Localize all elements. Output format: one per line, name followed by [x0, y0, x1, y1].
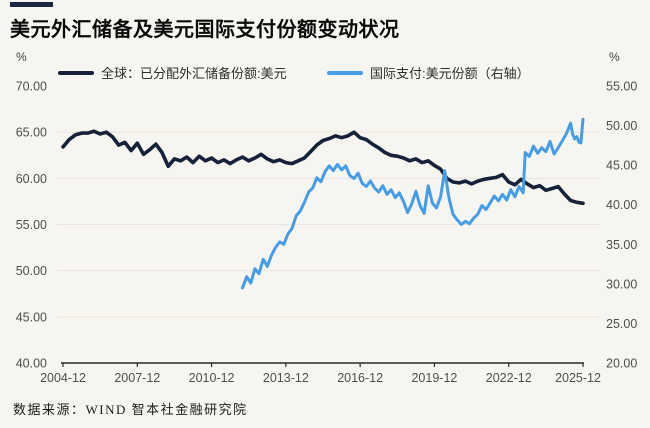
- payments-line: [241, 117, 585, 290]
- legend-item-payments: 国际支付:美元份额（右轴）: [327, 65, 530, 81]
- left-axis-tick-label: 55.00: [16, 218, 47, 232]
- left-axis-tick-label: 60.00: [16, 172, 47, 186]
- x-axis-tick-label: 2022-12: [486, 371, 532, 385]
- left-axis-unit-label: %: [16, 50, 27, 64]
- payments-line-swatch-icon: [327, 70, 363, 75]
- x-axis-tick-label: 2013-12: [263, 371, 309, 385]
- chart-title: 美元外汇储备及美元国际支付份额变动状况: [10, 19, 400, 41]
- right-axis-tick-label: 30.00: [606, 277, 637, 291]
- x-axis-tick-label: 2019-12: [411, 371, 457, 385]
- x-axis-tick-label: 2016-12: [337, 371, 383, 385]
- x-axis-tick-label: 2004-12: [40, 371, 86, 385]
- legend-label-reserves: 全球：已分配外汇储备份额:美元: [101, 66, 287, 81]
- right-axis-tick-label: 50.00: [606, 119, 637, 133]
- left-axis-tick-label: 40.00: [16, 357, 47, 371]
- legend-label-payments: 国际支付:美元份额（右轴）: [370, 66, 530, 81]
- right-axis-tick-label: 35.00: [606, 238, 637, 252]
- right-axis-tick-label: 20.00: [606, 357, 637, 371]
- right-axis-tick-label: 40.00: [606, 198, 637, 212]
- left-axis-tick-label: 70.00: [16, 80, 47, 94]
- reserves-line: [61, 129, 585, 206]
- right-axis-tick-label: 45.00: [606, 159, 637, 173]
- legend-item-reserves: 全球：已分配外汇储备份额:美元: [58, 65, 287, 81]
- left-axis-tick-label: 65.00: [16, 126, 47, 140]
- x-axis-tick-label: 2007-12: [114, 371, 160, 385]
- x-axis-tick-label: 2025-12: [555, 371, 601, 385]
- right-axis-unit-label: %: [609, 50, 620, 64]
- left-axis-tick-label: 50.00: [16, 264, 47, 278]
- right-axis-tick-label: 55.00: [606, 80, 637, 94]
- title-accent-bar: [10, 2, 53, 7]
- x-axis-tick-label: 2010-12: [189, 371, 235, 385]
- left-axis-tick-label: 45.00: [16, 310, 47, 324]
- data-source: 数据来源：WIND 智本社金融研究院: [13, 402, 248, 417]
- right-axis-tick-label: 25.00: [606, 317, 637, 331]
- reserves-line-swatch-icon: [58, 70, 94, 75]
